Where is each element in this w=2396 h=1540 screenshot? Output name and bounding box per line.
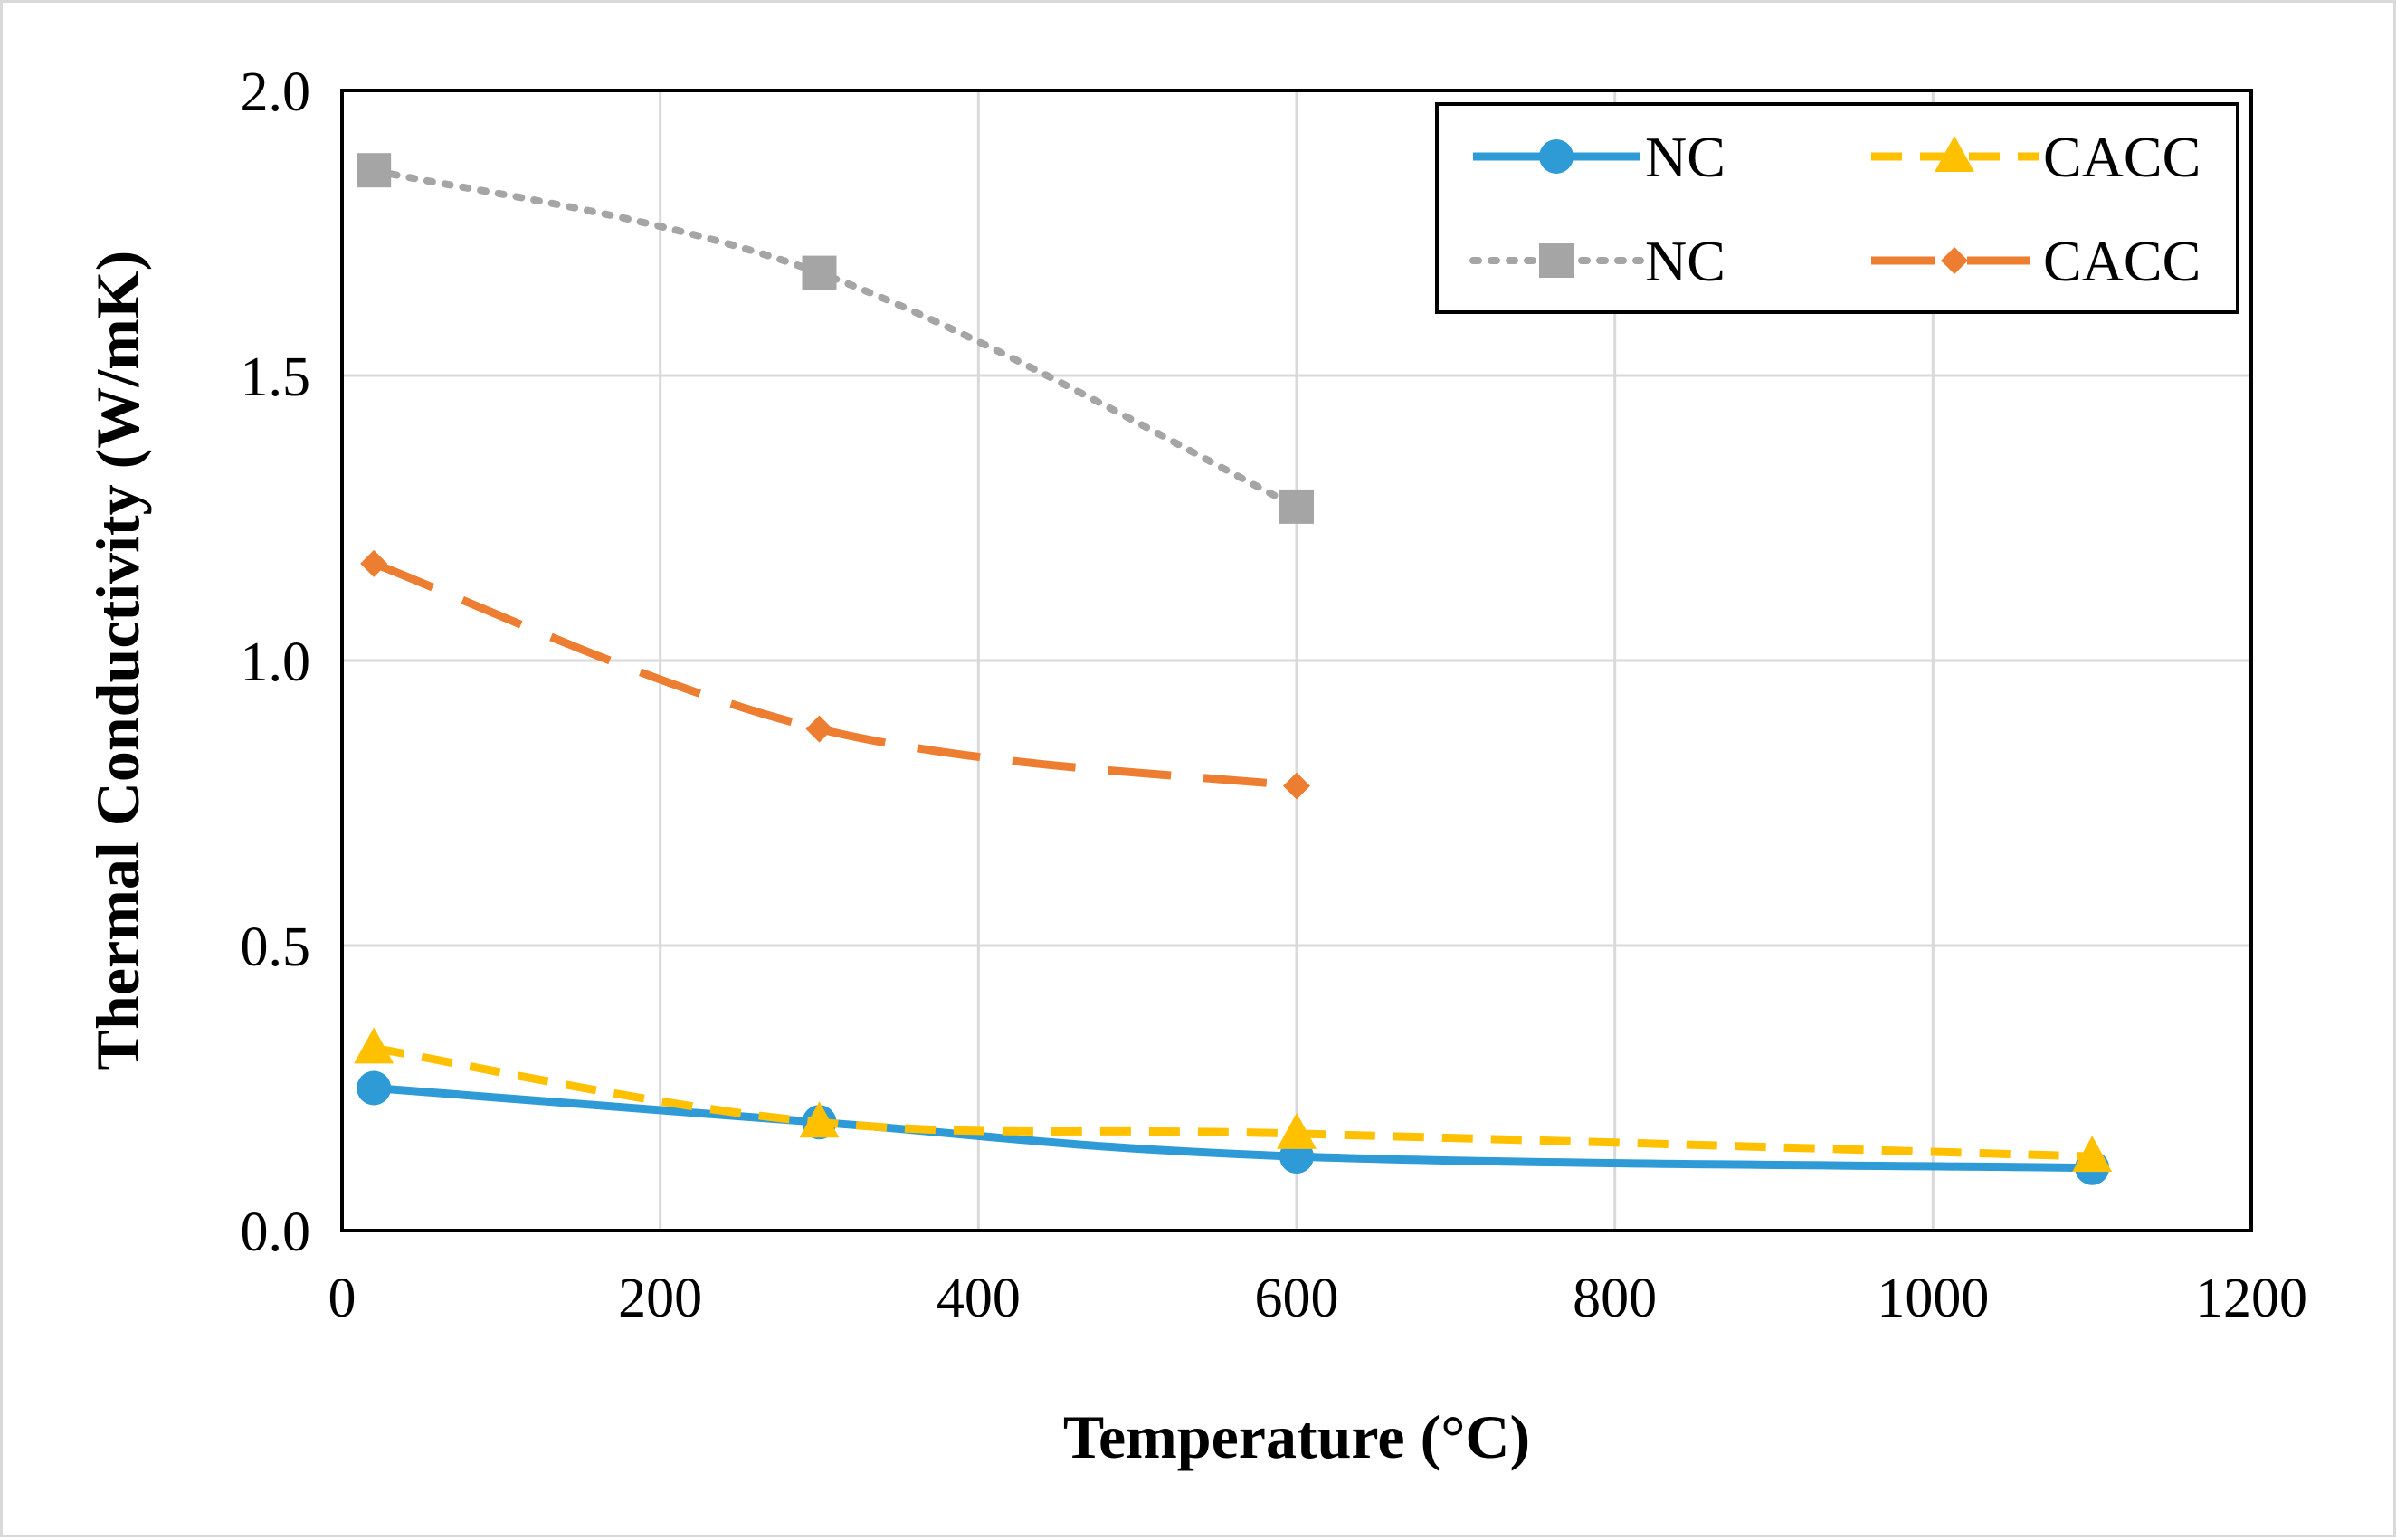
legend-marker bbox=[1941, 247, 1968, 274]
x-axis-ticks: 0 200 400 600 800 1000 1200 bbox=[328, 1268, 2308, 1329]
series-line bbox=[372, 559, 1298, 791]
data-point bbox=[360, 549, 388, 577]
series-line bbox=[373, 1084, 2093, 1173]
legend: NC CACC NC CACC bbox=[1435, 102, 2239, 314]
data-point bbox=[357, 153, 392, 188]
legend-label: NC bbox=[1645, 229, 1726, 293]
data-point bbox=[1279, 489, 1314, 524]
x-tick-label: 1200 bbox=[2195, 1268, 2307, 1329]
x-tick-label: 800 bbox=[1573, 1268, 1657, 1329]
data-point bbox=[802, 255, 837, 290]
series-1 bbox=[357, 1070, 2110, 1185]
y-tick-label: 1.5 bbox=[241, 347, 311, 408]
series-2 bbox=[354, 1027, 2113, 1173]
y-tick-label: 2.0 bbox=[241, 62, 311, 123]
y-tick-label: 1.0 bbox=[241, 632, 311, 693]
series-line bbox=[373, 1043, 2093, 1161]
y-tick-label: 0.5 bbox=[241, 917, 311, 978]
data-point bbox=[805, 715, 833, 743]
legend-label: NC bbox=[1645, 125, 1726, 189]
legend-item: CACC bbox=[1871, 229, 2201, 293]
legend-label: CACC bbox=[2043, 229, 2201, 293]
data-point bbox=[2072, 1136, 2113, 1173]
x-tick-label: 200 bbox=[618, 1268, 702, 1329]
line-chart: 0 200 400 600 800 1000 1200 0.0 0.5 1.0 1.5 2.0 Te… bbox=[83, 62, 2308, 1471]
legend-item: NC bbox=[1469, 229, 1726, 293]
series-3 bbox=[357, 153, 1314, 524]
x-tick-label: 0 bbox=[328, 1268, 357, 1329]
data-point bbox=[1277, 1112, 1317, 1149]
x-tick-label: 400 bbox=[937, 1268, 1021, 1329]
legend-marker bbox=[1935, 136, 1974, 172]
data-point bbox=[357, 1070, 392, 1106]
x-axis-title: Temperature (°C) bbox=[1063, 1402, 1530, 1471]
y-axis-title: Thermal Conductivity (W/mK) bbox=[83, 251, 152, 1071]
data-point bbox=[354, 1027, 395, 1064]
series-group bbox=[354, 153, 2113, 1185]
legend-item: CACC bbox=[1871, 125, 2201, 189]
x-tick-label: 600 bbox=[1255, 1268, 1339, 1329]
legend-marker bbox=[1539, 243, 1574, 278]
data-point bbox=[1283, 772, 1310, 800]
legend-marker bbox=[1539, 139, 1574, 174]
legend-item: NC bbox=[1473, 125, 1726, 189]
plot-area bbox=[340, 89, 2253, 1232]
y-tick-label: 0.0 bbox=[241, 1202, 311, 1263]
legend-label: CACC bbox=[2043, 125, 2201, 189]
data-point bbox=[799, 1101, 840, 1138]
y-axis-ticks: 0.0 0.5 1.0 1.5 2.0 bbox=[241, 62, 311, 1263]
x-tick-label: 1000 bbox=[1877, 1268, 1989, 1329]
series-line bbox=[370, 166, 1300, 510]
series-4 bbox=[360, 549, 1310, 800]
